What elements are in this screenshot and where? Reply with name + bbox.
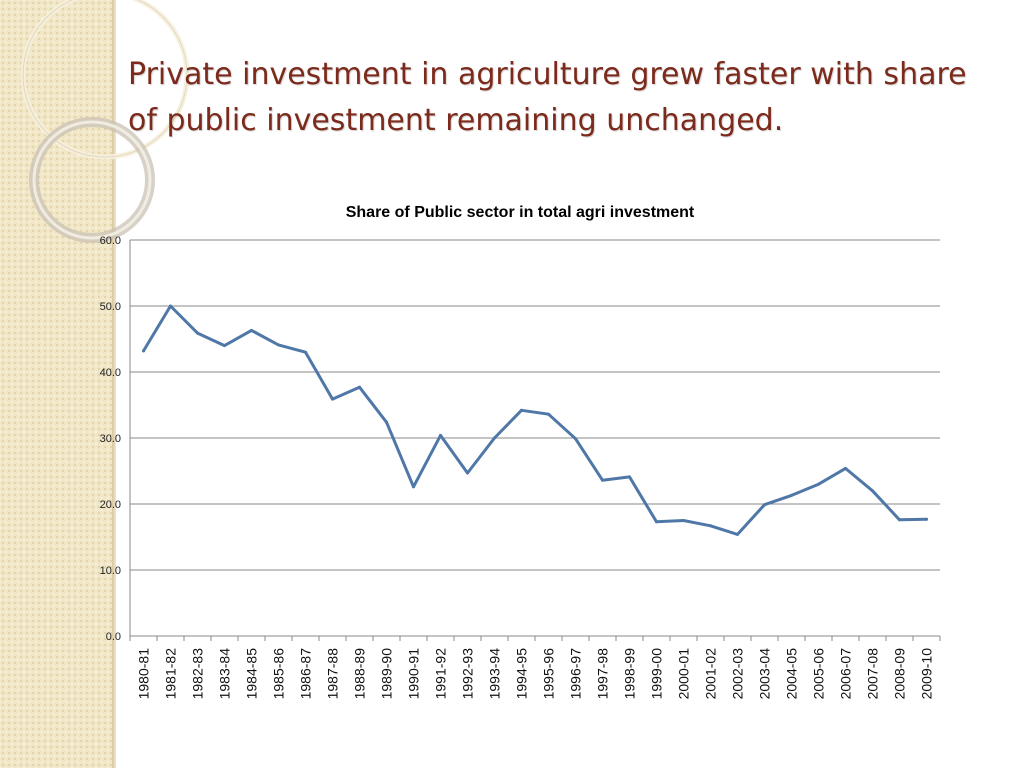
y-tick-label: 30.0 xyxy=(100,433,121,445)
data-point xyxy=(520,408,523,412)
series-line xyxy=(142,304,928,536)
x-tick-label: 1997-98 xyxy=(595,648,611,700)
y-tick-label: 50.0 xyxy=(100,301,121,313)
data-point xyxy=(142,349,145,353)
series-layer xyxy=(142,304,928,536)
data-point xyxy=(547,412,550,416)
data-point xyxy=(574,437,577,441)
x-tick-label: 1983-84 xyxy=(217,648,233,700)
data-point xyxy=(169,304,172,308)
axes xyxy=(129,240,941,641)
x-tick-label: 2007-08 xyxy=(865,648,881,700)
x-tick-label: 1980-81 xyxy=(136,648,152,700)
y-tick-label: 10.0 xyxy=(100,565,121,577)
x-tick-label: 2000-01 xyxy=(676,648,692,700)
data-point xyxy=(925,517,928,521)
gridlines xyxy=(130,239,940,571)
data-point xyxy=(385,420,388,424)
data-point xyxy=(601,478,604,482)
x-tick-label: 1998-99 xyxy=(622,648,638,700)
data-point xyxy=(736,532,739,536)
data-point xyxy=(196,331,199,335)
y-tick-label: 60.0 xyxy=(100,235,121,247)
x-tick-label: 2006-07 xyxy=(838,648,854,700)
data-point xyxy=(817,482,820,486)
side-band-edge xyxy=(112,0,116,768)
x-tick-label: 1994-95 xyxy=(514,648,530,700)
x-tick-label: 2009-10 xyxy=(919,648,935,700)
x-tick-label: 2004-05 xyxy=(784,648,800,700)
data-point xyxy=(709,524,712,528)
data-point xyxy=(466,471,469,475)
chart-title: Share of Public sector in total agri inv… xyxy=(346,204,695,221)
y-tick-label: 20.0 xyxy=(100,499,121,511)
data-point xyxy=(682,519,685,522)
y-tick-label: 40.0 xyxy=(100,367,121,379)
x-tick-label: 1984-85 xyxy=(244,648,260,700)
x-tick-label: 1985-86 xyxy=(271,648,287,700)
chart-canvas: Share of Public sector in total agri inv… xyxy=(100,204,941,700)
data-point xyxy=(304,350,307,354)
x-axis-tick-labels: 1980-81 1981-82 1982-83 1983-84 1984-85 1985-… xyxy=(136,648,935,700)
x-tick-label: 2002-03 xyxy=(730,648,746,700)
data-point xyxy=(412,485,415,489)
x-tick-label: 1995-96 xyxy=(541,648,557,700)
data-point xyxy=(763,503,766,507)
data-point xyxy=(655,520,658,524)
x-tick-label: 1992-93 xyxy=(460,648,476,700)
data-point xyxy=(277,343,280,347)
data-point xyxy=(493,436,496,440)
x-tick-label: 1996-97 xyxy=(568,648,584,700)
x-tick-label: 1990-91 xyxy=(406,648,422,700)
x-tick-label: 1999-00 xyxy=(649,648,665,700)
x-tick-label: 1987-88 xyxy=(325,648,341,700)
data-point xyxy=(871,489,874,493)
x-tick-label: 2003-04 xyxy=(757,648,773,700)
y-tick-label: 0.0 xyxy=(106,631,121,643)
x-tick-label: 2001-02 xyxy=(703,648,719,700)
slide-title: Private investment in agriculture grew f… xyxy=(128,57,967,138)
x-tick-label: 1991-92 xyxy=(433,648,449,700)
x-tick-label: 1989-90 xyxy=(379,648,395,700)
x-tick-label: 2008-09 xyxy=(892,648,908,700)
decorative-side-band xyxy=(0,0,112,768)
x-tick-label: 1981-82 xyxy=(163,648,179,700)
data-point xyxy=(790,493,793,497)
data-point xyxy=(250,328,253,332)
data-point xyxy=(898,518,901,522)
data-point xyxy=(439,433,442,437)
decorative-rings xyxy=(20,0,190,243)
data-point xyxy=(844,466,847,470)
data-point xyxy=(331,397,334,401)
y-axis-tick-labels: 0.0 10.0 20.0 30.0 40.0 50.0 60.0 xyxy=(100,235,121,643)
x-tick-label: 2005-06 xyxy=(811,648,827,700)
x-tick-label: 1982-83 xyxy=(190,648,206,700)
x-tick-label: 1986-87 xyxy=(298,648,314,700)
line-chart: Share of Public sector in total agri inv… xyxy=(80,190,980,750)
x-tick-label: 1993-94 xyxy=(487,648,503,700)
data-point xyxy=(628,475,631,479)
x-tick-label: 1988-89 xyxy=(352,648,368,700)
data-point xyxy=(223,344,226,348)
data-point xyxy=(358,385,361,389)
